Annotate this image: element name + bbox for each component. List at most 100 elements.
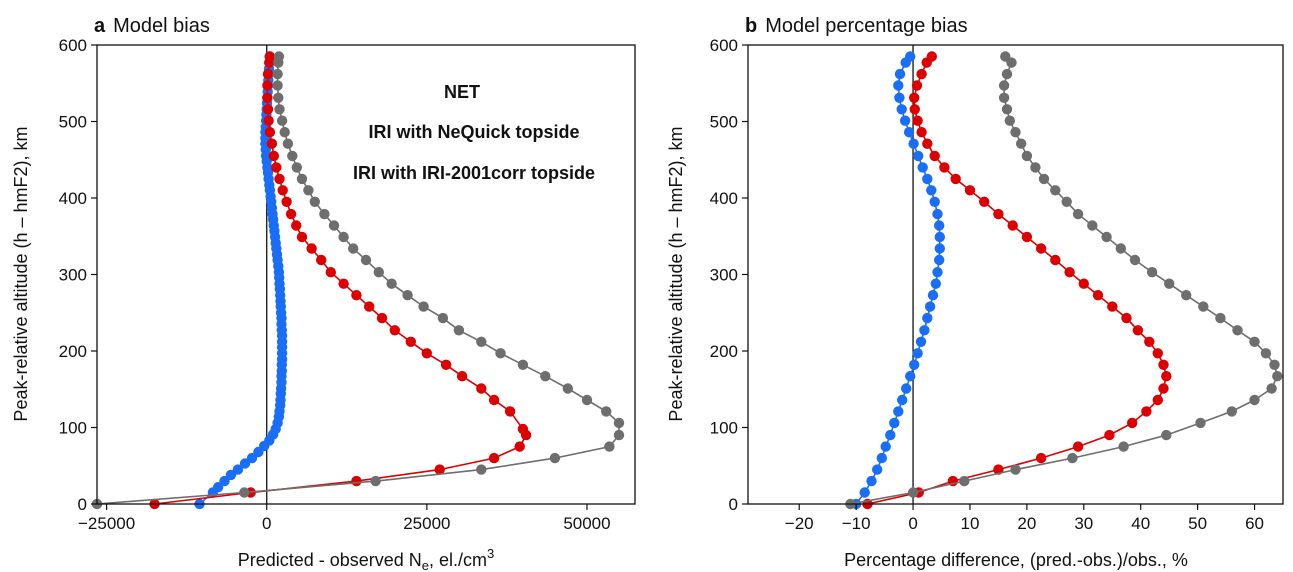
data-point-iri-with-iri-2001corr-topside bbox=[303, 185, 314, 196]
data-point-iri-with-iri-2001corr-topside bbox=[328, 220, 340, 231]
data-point-net bbox=[926, 185, 937, 196]
data-point-iri-with-nequick-topside bbox=[926, 51, 937, 62]
data-point-iri-with-nequick-topside bbox=[285, 208, 297, 220]
data-point-iri-with-nequick-topside bbox=[1158, 383, 1169, 394]
data-point-iri-with-nequick-topside bbox=[262, 104, 274, 115]
data-point-net bbox=[909, 359, 920, 370]
data-point-net bbox=[899, 115, 911, 126]
data-point-iri-with-iri-2001corr-topside bbox=[613, 429, 625, 441]
data-point-iri-with-iri-2001corr-topside bbox=[1164, 278, 1175, 289]
data-point-net bbox=[876, 452, 887, 464]
data-point-iri-with-nequick-topside bbox=[1144, 336, 1155, 347]
data-point-iri-with-iri-2001corr-topside bbox=[1087, 220, 1098, 231]
y-tick-label: 600 bbox=[59, 36, 87, 55]
y-tick-label: 600 bbox=[710, 36, 738, 55]
data-point-iri-with-iri-2001corr-topside bbox=[517, 359, 529, 370]
data-point-net bbox=[908, 138, 919, 149]
panel-b: b Model percentage bias 01002003004005006… bbox=[666, 15, 1284, 570]
data-point-iri-with-nequick-topside bbox=[262, 68, 274, 80]
data-point-net bbox=[934, 220, 945, 231]
panel-b-y-axis-label: Peak-relative altitude (h – hmF2), km bbox=[666, 126, 686, 421]
data-point-iri-with-nequick-topside bbox=[912, 115, 923, 126]
data-point-iri-with-nequick-topside bbox=[1132, 325, 1144, 336]
series-line-iri-with-iri-2001corr-topside bbox=[96, 56, 620, 505]
data-point-iri-with-nequick-topside bbox=[262, 80, 273, 91]
data-point-net bbox=[885, 429, 896, 441]
y-tick-label: 500 bbox=[59, 113, 87, 132]
data-point-iri-with-nequick-topside bbox=[338, 278, 349, 289]
data-point-iri-with-iri-2001corr-topside bbox=[1181, 290, 1192, 301]
data-point-iri-with-iri-2001corr-topside bbox=[373, 267, 384, 278]
data-point-iri-with-nequick-topside bbox=[939, 162, 950, 173]
data-point-iri-with-iri-2001corr-topside bbox=[562, 383, 573, 394]
y-tick-label: 500 bbox=[710, 113, 738, 132]
data-point-iri-with-nequick-topside bbox=[264, 127, 276, 138]
panel-a-x-label-suffix: , el./cm bbox=[429, 550, 487, 570]
y-tick-label: 300 bbox=[710, 266, 738, 285]
data-point-iri-with-nequick-topside bbox=[517, 423, 529, 435]
x-tick-label: 10 bbox=[961, 514, 980, 533]
panel-a-y-axis: 0 100 200 300 400 500 600 bbox=[59, 36, 97, 514]
legend-entry-net: NET bbox=[444, 82, 480, 102]
data-point-iri-with-nequick-topside bbox=[1021, 231, 1033, 243]
y-tick-label: 100 bbox=[710, 419, 738, 438]
data-point-net bbox=[219, 475, 230, 487]
data-point-iri-with-iri-2001corr-topside bbox=[1129, 254, 1141, 266]
data-point-net bbox=[901, 383, 912, 394]
data-point-iri-with-iri-2001corr-topside bbox=[1232, 325, 1243, 336]
data-point-iri-with-nequick-topside bbox=[268, 150, 279, 162]
data-point-iri-with-iri-2001corr-topside bbox=[296, 173, 308, 185]
data-point-iri-with-nequick-topside bbox=[911, 80, 923, 91]
data-point-iri-with-iri-2001corr-topside bbox=[613, 417, 625, 429]
data-point-iri-with-nequick-topside bbox=[421, 348, 432, 359]
data-point-iri-with-iri-2001corr-topside bbox=[273, 51, 285, 62]
data-point-iri-with-iri-2001corr-topside bbox=[1266, 383, 1277, 394]
data-point-iri-with-nequick-topside bbox=[281, 196, 292, 207]
data-point-iri-with-nequick-topside bbox=[1121, 312, 1132, 324]
data-point-net bbox=[866, 475, 877, 487]
panel-a-x-axis: −25000 0 25000 50000 bbox=[78, 504, 611, 533]
data-point-iri-with-iri-2001corr-topside bbox=[1249, 336, 1260, 347]
data-point-iri-with-nequick-topside bbox=[476, 383, 487, 394]
data-point-iri-with-iri-2001corr-topside bbox=[453, 325, 465, 336]
data-point-net bbox=[932, 208, 943, 220]
data-point-iri-with-iri-2001corr-topside bbox=[1161, 429, 1172, 441]
data-point-iri-with-iri-2001corr-topside bbox=[1067, 452, 1078, 464]
data-point-iri-with-nequick-topside bbox=[1072, 441, 1084, 452]
data-point-net bbox=[893, 80, 904, 91]
y-tick-label: 200 bbox=[710, 342, 738, 361]
y-tick-label: 100 bbox=[59, 419, 87, 438]
data-point-iri-with-nequick-topside bbox=[266, 138, 278, 149]
data-point-iri-with-iri-2001corr-topside bbox=[402, 290, 413, 301]
data-point-iri-with-nequick-topside bbox=[1035, 452, 1047, 464]
data-point-iri-with-nequick-topside bbox=[306, 243, 317, 254]
x-tick-label: 0 bbox=[262, 514, 271, 533]
data-point-iri-with-nequick-topside bbox=[456, 371, 468, 382]
x-tick-label: 20 bbox=[1017, 514, 1036, 533]
data-point-iri-with-iri-2001corr-topside bbox=[338, 231, 349, 243]
data-point-iri-with-nequick-topside bbox=[296, 231, 308, 243]
data-point-iri-with-iri-2001corr-topside bbox=[291, 162, 302, 173]
data-point-iri-with-iri-2001corr-topside bbox=[348, 243, 359, 254]
data-point-iri-with-iri-2001corr-topside bbox=[1001, 68, 1013, 80]
x-tick-label: 0 bbox=[908, 514, 917, 533]
data-point-iri-with-iri-2001corr-topside bbox=[1195, 417, 1206, 429]
data-point-iri-with-iri-2001corr-topside bbox=[581, 394, 593, 406]
data-point-net bbox=[929, 196, 940, 207]
data-point-iri-with-iri-2001corr-topside bbox=[1004, 115, 1015, 126]
x-tick-label: −25000 bbox=[78, 514, 135, 533]
data-point-iri-with-nequick-topside bbox=[440, 359, 452, 370]
y-tick-label: 0 bbox=[78, 495, 87, 514]
data-point-net bbox=[903, 127, 915, 138]
data-point-iri-with-iri-2001corr-topside bbox=[1198, 301, 1209, 312]
panel-b-y-axis: 0 100 200 300 400 500 600 bbox=[710, 36, 748, 514]
data-point-iri-with-iri-2001corr-topside bbox=[1050, 185, 1061, 196]
data-point-iri-with-nequick-topside bbox=[916, 68, 927, 80]
data-point-net bbox=[922, 173, 933, 185]
data-point-iri-with-iri-2001corr-topside bbox=[418, 301, 429, 312]
data-point-iri-with-nequick-topside bbox=[277, 185, 288, 196]
data-point-iri-with-nequick-topside bbox=[434, 464, 445, 475]
data-point-net bbox=[232, 464, 244, 475]
data-point-iri-with-iri-2001corr-topside bbox=[287, 150, 298, 162]
data-point-net bbox=[934, 231, 945, 243]
